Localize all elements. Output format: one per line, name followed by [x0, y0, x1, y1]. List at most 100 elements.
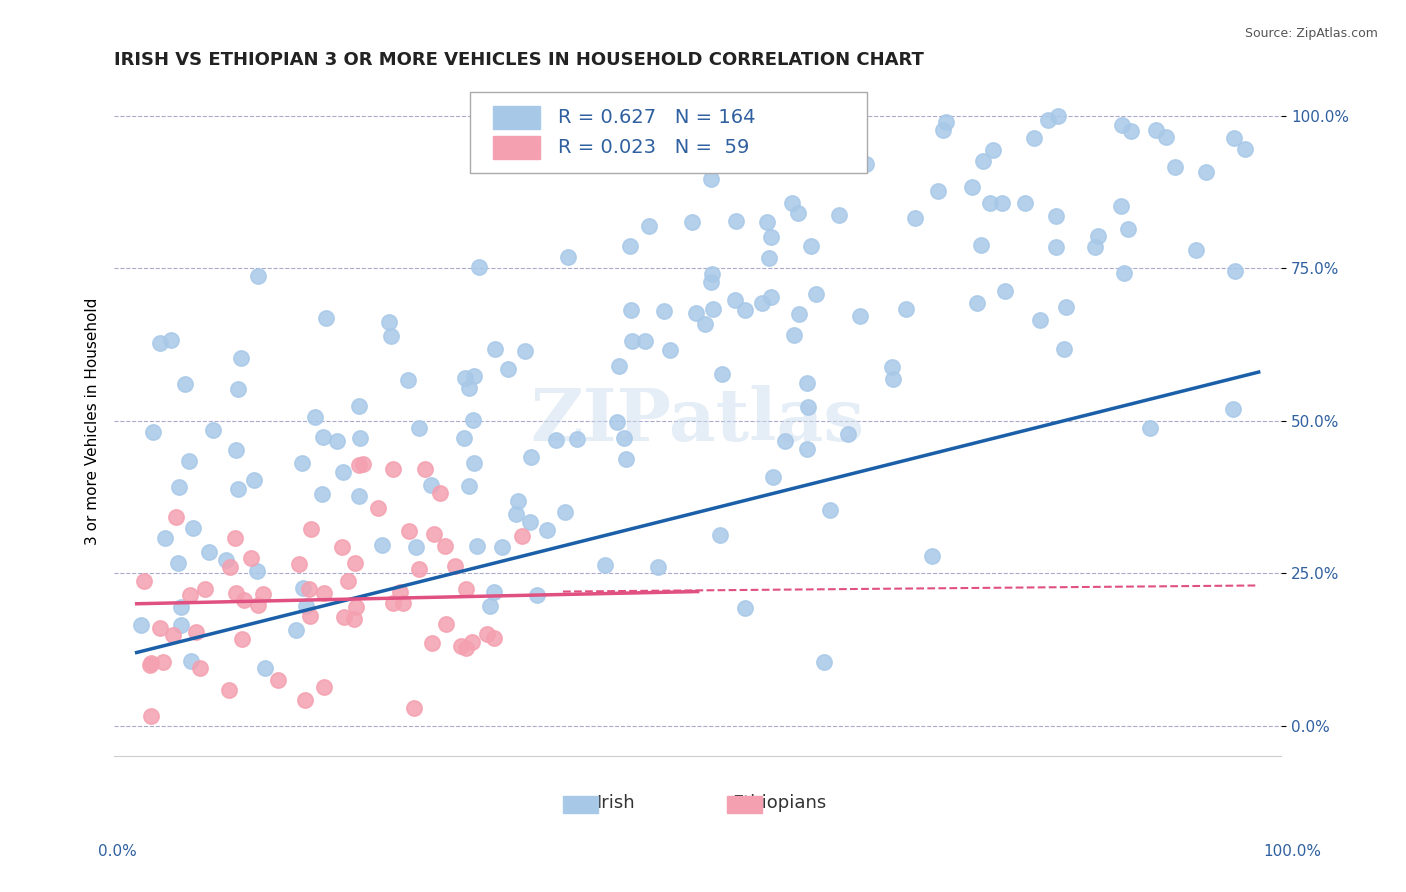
Point: [181, 521, 204, 535]
Point: [294, 693, 316, 707]
Point: [224, 531, 246, 545]
Point: [554, 505, 576, 519]
Point: [380, 328, 402, 343]
Point: [482, 585, 505, 599]
Point: [613, 431, 636, 445]
Point: [392, 596, 415, 610]
Point: [797, 400, 820, 414]
Point: [457, 381, 479, 395]
Point: [1223, 264, 1246, 278]
Point: [336, 574, 359, 589]
Text: 0.0%: 0.0%: [98, 845, 138, 859]
Point: [245, 565, 267, 579]
Point: [232, 593, 254, 607]
Point: [226, 382, 249, 396]
Point: [800, 239, 823, 253]
Point: [179, 588, 201, 602]
Point: [419, 478, 441, 492]
Point: [315, 311, 337, 326]
Point: [378, 315, 401, 329]
Point: [519, 515, 541, 529]
Point: [141, 709, 163, 723]
Point: [453, 431, 475, 445]
Point: [647, 560, 669, 574]
Point: [1139, 421, 1161, 435]
FancyBboxPatch shape: [494, 105, 540, 129]
Point: [520, 450, 543, 464]
Point: [381, 462, 404, 476]
Point: [607, 359, 630, 373]
Point: [381, 596, 404, 610]
Point: [1156, 130, 1178, 145]
Point: [1054, 300, 1077, 314]
Point: [724, 293, 747, 308]
Point: [179, 454, 201, 468]
Point: [352, 457, 374, 471]
FancyBboxPatch shape: [494, 136, 540, 160]
Point: [287, 558, 309, 572]
Point: [402, 701, 425, 715]
Point: [1118, 222, 1140, 236]
Point: [1002, 38, 1025, 53]
Point: [298, 582, 321, 596]
Point: [775, 434, 797, 449]
Point: [1119, 123, 1142, 137]
Point: [465, 539, 488, 553]
Point: [226, 482, 249, 496]
Point: [544, 433, 567, 447]
Point: [700, 275, 723, 289]
Point: [619, 239, 641, 253]
Point: [935, 115, 957, 129]
Point: [343, 612, 366, 626]
Point: [921, 549, 943, 564]
Point: [253, 661, 276, 675]
Point: [506, 494, 529, 508]
Point: [970, 238, 993, 252]
Point: [165, 510, 187, 524]
Point: [768, 41, 790, 55]
Point: [202, 423, 225, 437]
Point: [1164, 161, 1187, 175]
Point: [312, 586, 335, 600]
Point: [932, 123, 955, 137]
Point: [634, 334, 657, 348]
Point: [194, 582, 217, 596]
Point: [347, 400, 370, 414]
Point: [849, 309, 872, 323]
Point: [330, 541, 353, 555]
Point: [783, 327, 806, 342]
Point: [174, 377, 197, 392]
Point: [828, 208, 851, 222]
Point: [170, 618, 193, 632]
Text: Ethiopians: Ethiopians: [733, 794, 827, 812]
Point: [652, 304, 675, 318]
Point: [134, 574, 156, 588]
Point: [1084, 240, 1107, 254]
Point: [167, 556, 190, 570]
Point: [515, 343, 537, 358]
Point: [882, 372, 904, 386]
Point: [243, 474, 266, 488]
Point: [510, 529, 533, 543]
Point: [267, 673, 290, 687]
Point: [882, 359, 904, 374]
Point: [759, 290, 782, 304]
Point: [484, 342, 506, 356]
Point: [304, 409, 326, 424]
Point: [142, 425, 165, 439]
Point: [855, 156, 877, 170]
Point: [246, 268, 269, 283]
Point: [218, 560, 240, 574]
Point: [1233, 143, 1256, 157]
Point: [468, 260, 491, 274]
Point: [347, 458, 370, 473]
Point: [681, 215, 703, 229]
Point: [149, 621, 172, 635]
Point: [966, 295, 988, 310]
Point: [787, 307, 810, 321]
Point: [231, 632, 253, 647]
Text: R = 0.627   N = 164: R = 0.627 N = 164: [558, 108, 755, 127]
Point: [1195, 164, 1218, 178]
Point: [734, 303, 756, 318]
Point: [1144, 123, 1167, 137]
